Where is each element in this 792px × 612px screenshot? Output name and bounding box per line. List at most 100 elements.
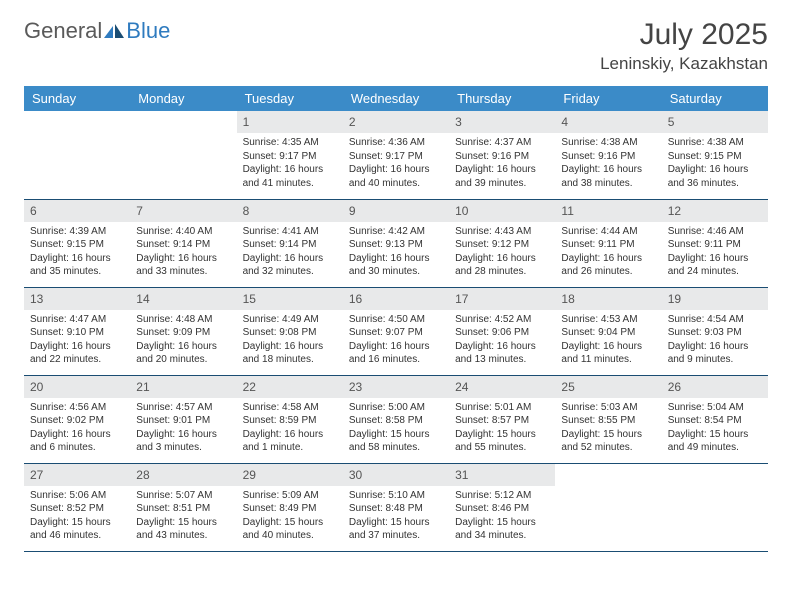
daylight-line: Daylight: 16 hours and 26 minutes. [561,252,655,279]
calendar-day-cell: 23Sunrise: 5:00 AMSunset: 8:58 PMDayligh… [343,375,449,463]
sunrise-line: Sunrise: 4:52 AM [455,313,549,327]
sunset-line: Sunset: 9:17 PM [349,150,443,164]
day-details: Sunrise: 5:06 AMSunset: 8:52 PMDaylight:… [24,486,130,547]
day-details: Sunrise: 4:57 AMSunset: 9:01 PMDaylight:… [130,398,236,459]
sunrise-line: Sunrise: 4:56 AM [30,401,124,415]
sunrise-line: Sunrise: 5:03 AM [561,401,655,415]
calendar-day-cell: 19Sunrise: 4:54 AMSunset: 9:03 PMDayligh… [662,287,768,375]
calendar-empty-cell [555,463,661,551]
calendar-day-cell: 1Sunrise: 4:35 AMSunset: 9:17 PMDaylight… [237,111,343,199]
daylight-line: Daylight: 16 hours and 38 minutes. [561,163,655,190]
day-details: Sunrise: 4:37 AMSunset: 9:16 PMDaylight:… [449,133,555,194]
day-number: 30 [343,464,449,486]
daylight-line: Daylight: 16 hours and 30 minutes. [349,252,443,279]
daylight-line: Daylight: 15 hours and 49 minutes. [668,428,762,455]
sunrise-line: Sunrise: 4:58 AM [243,401,337,415]
calendar-day-cell: 22Sunrise: 4:58 AMSunset: 8:59 PMDayligh… [237,375,343,463]
day-details: Sunrise: 5:01 AMSunset: 8:57 PMDaylight:… [449,398,555,459]
daylight-line: Daylight: 15 hours and 43 minutes. [136,516,230,543]
sunset-line: Sunset: 9:11 PM [668,238,762,252]
day-number: 2 [343,111,449,133]
day-number: 17 [449,288,555,310]
calendar-day-cell: 26Sunrise: 5:04 AMSunset: 8:54 PMDayligh… [662,375,768,463]
sunset-line: Sunset: 9:17 PM [243,150,337,164]
calendar-day-cell: 16Sunrise: 4:50 AMSunset: 9:07 PMDayligh… [343,287,449,375]
day-details: Sunrise: 4:47 AMSunset: 9:10 PMDaylight:… [24,310,130,371]
day-details: Sunrise: 4:50 AMSunset: 9:07 PMDaylight:… [343,310,449,371]
daylight-line: Daylight: 15 hours and 40 minutes. [243,516,337,543]
calendar-day-cell: 28Sunrise: 5:07 AMSunset: 8:51 PMDayligh… [130,463,236,551]
day-number: 12 [662,200,768,222]
sunrise-line: Sunrise: 4:49 AM [243,313,337,327]
calendar-week-row: 6Sunrise: 4:39 AMSunset: 9:15 PMDaylight… [24,199,768,287]
sunset-line: Sunset: 9:16 PM [561,150,655,164]
weekday-header: Friday [555,86,661,111]
daylight-line: Daylight: 16 hours and 11 minutes. [561,340,655,367]
day-details: Sunrise: 5:03 AMSunset: 8:55 PMDaylight:… [555,398,661,459]
sunrise-line: Sunrise: 5:12 AM [455,489,549,503]
day-details: Sunrise: 4:56 AMSunset: 9:02 PMDaylight:… [24,398,130,459]
day-number: 6 [24,200,130,222]
daylight-line: Daylight: 16 hours and 6 minutes. [30,428,124,455]
day-details: Sunrise: 4:46 AMSunset: 9:11 PMDaylight:… [662,222,768,283]
day-number: 4 [555,111,661,133]
day-number: 18 [555,288,661,310]
calendar-day-cell: 20Sunrise: 4:56 AMSunset: 9:02 PMDayligh… [24,375,130,463]
calendar-day-cell: 30Sunrise: 5:10 AMSunset: 8:48 PMDayligh… [343,463,449,551]
day-details: Sunrise: 5:09 AMSunset: 8:49 PMDaylight:… [237,486,343,547]
sunset-line: Sunset: 9:12 PM [455,238,549,252]
sunset-line: Sunset: 8:51 PM [136,502,230,516]
sunrise-line: Sunrise: 4:42 AM [349,225,443,239]
sunrise-line: Sunrise: 5:10 AM [349,489,443,503]
day-details: Sunrise: 4:54 AMSunset: 9:03 PMDaylight:… [662,310,768,371]
brand-logo: General Blue [24,18,170,44]
day-number: 15 [237,288,343,310]
sunset-line: Sunset: 9:11 PM [561,238,655,252]
sunset-line: Sunset: 8:57 PM [455,414,549,428]
day-details: Sunrise: 4:40 AMSunset: 9:14 PMDaylight:… [130,222,236,283]
calendar-week-row: 20Sunrise: 4:56 AMSunset: 9:02 PMDayligh… [24,375,768,463]
sunrise-line: Sunrise: 4:39 AM [30,225,124,239]
day-number: 20 [24,376,130,398]
sunrise-line: Sunrise: 5:09 AM [243,489,337,503]
calendar-empty-cell [130,111,236,199]
weekday-header: Saturday [662,86,768,111]
daylight-line: Daylight: 15 hours and 46 minutes. [30,516,124,543]
day-number: 21 [130,376,236,398]
sunset-line: Sunset: 9:14 PM [243,238,337,252]
day-number: 23 [343,376,449,398]
calendar-day-cell: 18Sunrise: 4:53 AMSunset: 9:04 PMDayligh… [555,287,661,375]
day-details: Sunrise: 4:43 AMSunset: 9:12 PMDaylight:… [449,222,555,283]
sunset-line: Sunset: 9:15 PM [30,238,124,252]
daylight-line: Daylight: 16 hours and 3 minutes. [136,428,230,455]
sunrise-line: Sunrise: 4:37 AM [455,136,549,150]
sunset-line: Sunset: 9:09 PM [136,326,230,340]
sunset-line: Sunset: 9:13 PM [349,238,443,252]
month-title: July 2025 [600,18,768,52]
brand-part2: Blue [126,18,170,44]
calendar-week-row: 13Sunrise: 4:47 AMSunset: 9:10 PMDayligh… [24,287,768,375]
sunrise-line: Sunrise: 4:40 AM [136,225,230,239]
sunset-line: Sunset: 9:03 PM [668,326,762,340]
calendar-empty-cell [24,111,130,199]
calendar-day-cell: 2Sunrise: 4:36 AMSunset: 9:17 PMDaylight… [343,111,449,199]
sunrise-line: Sunrise: 5:01 AM [455,401,549,415]
day-number: 31 [449,464,555,486]
day-number: 22 [237,376,343,398]
day-details: Sunrise: 4:39 AMSunset: 9:15 PMDaylight:… [24,222,130,283]
title-block: July 2025 Leninskiy, Kazakhstan [600,18,768,74]
sunrise-line: Sunrise: 4:41 AM [243,225,337,239]
daylight-line: Daylight: 15 hours and 34 minutes. [455,516,549,543]
day-number: 8 [237,200,343,222]
calendar-day-cell: 21Sunrise: 4:57 AMSunset: 9:01 PMDayligh… [130,375,236,463]
day-details: Sunrise: 5:12 AMSunset: 8:46 PMDaylight:… [449,486,555,547]
calendar-day-cell: 27Sunrise: 5:06 AMSunset: 8:52 PMDayligh… [24,463,130,551]
day-details: Sunrise: 4:35 AMSunset: 9:17 PMDaylight:… [237,133,343,194]
sunset-line: Sunset: 9:08 PM [243,326,337,340]
calendar-day-cell: 24Sunrise: 5:01 AMSunset: 8:57 PMDayligh… [449,375,555,463]
day-number: 29 [237,464,343,486]
day-number: 13 [24,288,130,310]
day-details: Sunrise: 4:36 AMSunset: 9:17 PMDaylight:… [343,133,449,194]
calendar-day-cell: 8Sunrise: 4:41 AMSunset: 9:14 PMDaylight… [237,199,343,287]
daylight-line: Daylight: 16 hours and 22 minutes. [30,340,124,367]
